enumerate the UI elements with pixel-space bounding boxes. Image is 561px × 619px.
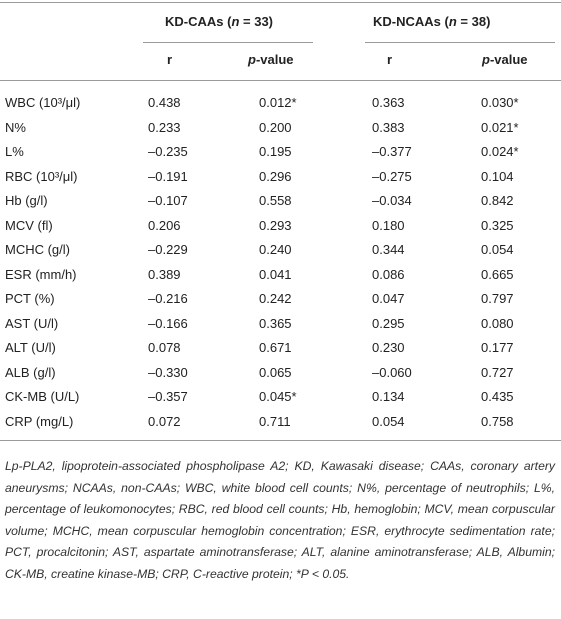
- cell: 0.206: [148, 217, 181, 233]
- cell: 0.325: [481, 217, 514, 233]
- row-label: ESR (mm/h): [5, 266, 77, 282]
- cell: 0.086: [372, 266, 405, 282]
- row-label: L%: [5, 144, 24, 159]
- cell: 0.435: [481, 389, 514, 404]
- header-text: = 38): [456, 14, 491, 29]
- cell: 0.842: [481, 193, 514, 208]
- header-text: p: [482, 52, 490, 67]
- header-text: KD-NCAAs (: [373, 14, 449, 29]
- row-label: PCT (%): [5, 291, 55, 306]
- cell: 0.021*: [481, 119, 519, 135]
- cell: –0.107: [148, 193, 188, 208]
- header-text: p: [248, 52, 256, 67]
- group-rule: [143, 42, 313, 43]
- row-label: CRP (mg/L): [5, 413, 74, 429]
- column-header: p-value: [482, 52, 528, 68]
- cell: 0.365: [259, 315, 292, 331]
- cell: –0.191: [148, 168, 188, 184]
- cell: 0.041: [259, 266, 292, 282]
- cell: –0.034: [372, 193, 412, 208]
- cell: 0.080: [481, 315, 514, 331]
- cell: 0.242: [259, 291, 292, 306]
- column-header: r: [387, 52, 393, 67]
- cell: 0.711: [259, 413, 291, 429]
- header-text: n: [448, 14, 457, 29]
- group-header: KD-NCAAs (n = 38): [373, 14, 490, 30]
- cell: 0.072: [148, 413, 181, 429]
- cell: 0.671: [259, 340, 292, 355]
- column-header: p-value: [248, 52, 294, 68]
- cell: 0.758: [481, 413, 514, 429]
- cell: –0.377: [372, 144, 412, 159]
- cell: 0.054: [372, 413, 405, 429]
- footnote: Lp-PLA2, lipoprotein-associated phosphol…: [5, 459, 555, 581]
- top-rule: [0, 2, 561, 3]
- row-label: MCV (fl): [5, 217, 53, 233]
- cell: –0.330: [148, 364, 188, 380]
- header-text: KD-CAAs (: [165, 14, 232, 29]
- cell: 0.104: [481, 168, 514, 184]
- row-label: WBC (10³/μl): [5, 95, 81, 110]
- row-label: ALT (U/l): [5, 340, 56, 355]
- cell: 0.293: [259, 217, 292, 233]
- cell: 0.665: [481, 266, 514, 282]
- cell: 0.558: [259, 193, 292, 208]
- cell: –0.216: [148, 291, 188, 306]
- cell: –0.357: [148, 389, 188, 404]
- cell: 0.797: [481, 291, 514, 306]
- cell: 0.078: [148, 340, 181, 355]
- cell: 0.200: [259, 119, 292, 135]
- cell: 0.024*: [481, 144, 519, 159]
- group-rule: [365, 42, 555, 43]
- cell: 0.045*: [259, 389, 297, 404]
- cell: –0.060: [372, 364, 412, 380]
- row-label: Hb (g/l): [5, 193, 48, 208]
- cell: –0.235: [148, 144, 188, 159]
- column-header: r: [167, 52, 173, 67]
- cell: 0.438: [148, 95, 181, 110]
- header-text: = 33): [239, 14, 274, 29]
- cell: 0.047: [372, 291, 405, 306]
- cell: 0.134: [372, 389, 405, 404]
- row-label: MCHC (g/l): [5, 242, 70, 257]
- header-text: -value: [489, 52, 528, 67]
- cell: 0.012*: [259, 95, 297, 110]
- header-text: n: [231, 14, 240, 29]
- cell: 0.240: [259, 242, 292, 257]
- cell: 0.180: [372, 217, 405, 233]
- cell: 0.389: [148, 266, 181, 282]
- group-header: KD-CAAs (n = 33): [165, 14, 273, 30]
- cell: –0.229: [148, 242, 188, 257]
- cell: 0.296: [259, 168, 292, 184]
- header-rule: [0, 80, 561, 81]
- bottom-rule: [0, 440, 561, 441]
- cell: 0.344: [372, 242, 405, 257]
- cell: 0.363: [372, 95, 405, 110]
- cell: –0.275: [372, 168, 412, 184]
- cell: 0.230: [372, 340, 405, 355]
- cell: 0.295: [372, 315, 405, 331]
- row-label: RBC (10³/μl): [5, 168, 78, 184]
- header-text: -value: [255, 52, 294, 67]
- cell: 0.065: [259, 364, 292, 380]
- cell: 0.177: [481, 340, 514, 355]
- cell: 0.054: [481, 242, 514, 257]
- cell: 0.383: [372, 119, 405, 135]
- row-label: AST (U/l): [5, 315, 59, 331]
- row-label: ALB (g/l): [5, 364, 56, 380]
- row-label: CK-MB (U/L): [5, 389, 80, 404]
- cell: 0.030*: [481, 95, 519, 110]
- row-label: N%: [5, 119, 26, 135]
- cell: –0.166: [148, 315, 188, 331]
- cell: 0.233: [148, 119, 181, 135]
- cell: 0.195: [259, 144, 292, 159]
- cell: 0.727: [481, 364, 514, 380]
